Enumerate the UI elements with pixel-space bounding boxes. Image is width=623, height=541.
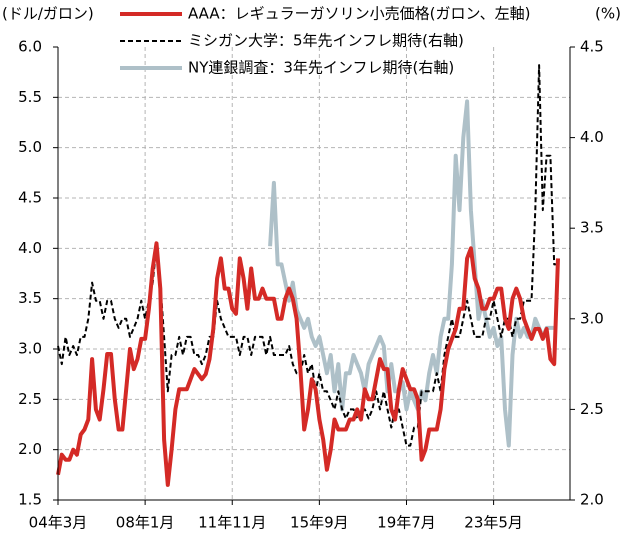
series-line [268, 99, 555, 448]
x-tick-label: 08年1月 [116, 514, 175, 532]
y-tick-label: 3.5 [18, 289, 42, 307]
y2-tick-label: 4.0 [580, 128, 604, 146]
x-tick-label: 04年3月 [29, 514, 88, 532]
legend-label: AAA：レギュラーガソリン小売価格(ガロン、左軸) [188, 5, 530, 23]
y2-tick-label: 3.0 [580, 309, 604, 327]
y-tick-label: 6.0 [18, 38, 42, 56]
y2-axis-label: (%) [595, 5, 621, 23]
y-tick-label: 4.0 [18, 239, 42, 257]
y-tick-label: 4.5 [18, 189, 42, 207]
plot [56, 64, 560, 487]
legend: AAA：レギュラーガソリン小売価格(ガロン、左軸) ミシガン大学：5年先インフレ期… [120, 5, 530, 77]
y-tick-label: 3.0 [18, 340, 42, 358]
legend-label: NY連銀調査：3年先インフレ期待(右軸) [188, 59, 454, 77]
series-line [56, 241, 560, 487]
axes: 1.5 2.0 2.5 3.0 3.5 4.0 4.5 5.0 5.5 6.0 2.0 2.5 3.0 3… [18, 38, 604, 532]
x-tick-label: 11年11月 [198, 514, 266, 532]
y2-tick-label: 2.0 [580, 491, 604, 509]
legend-label: ミシガン大学：5年先インフレ期待(右軸) [188, 32, 464, 50]
x-tick-label: 19年7月 [377, 514, 436, 532]
y-tick-label: 2.0 [18, 440, 42, 458]
y2-tick-label: 3.5 [580, 219, 604, 237]
y-tick-label: 5.5 [18, 88, 42, 106]
y-tick-label: 1.5 [18, 491, 42, 509]
grid [58, 47, 570, 500]
y-tick-label: 2.5 [18, 390, 42, 408]
y-axis-label: (ドル/ガロン) [2, 5, 94, 23]
y2-tick-label: 4.5 [580, 38, 604, 56]
y2-tick-label: 2.5 [580, 400, 604, 418]
x-tick-label: 15年9月 [290, 514, 349, 532]
x-tick-label: 23年5月 [464, 514, 523, 532]
y-tick-label: 5.0 [18, 138, 42, 156]
series-line [57, 64, 558, 447]
